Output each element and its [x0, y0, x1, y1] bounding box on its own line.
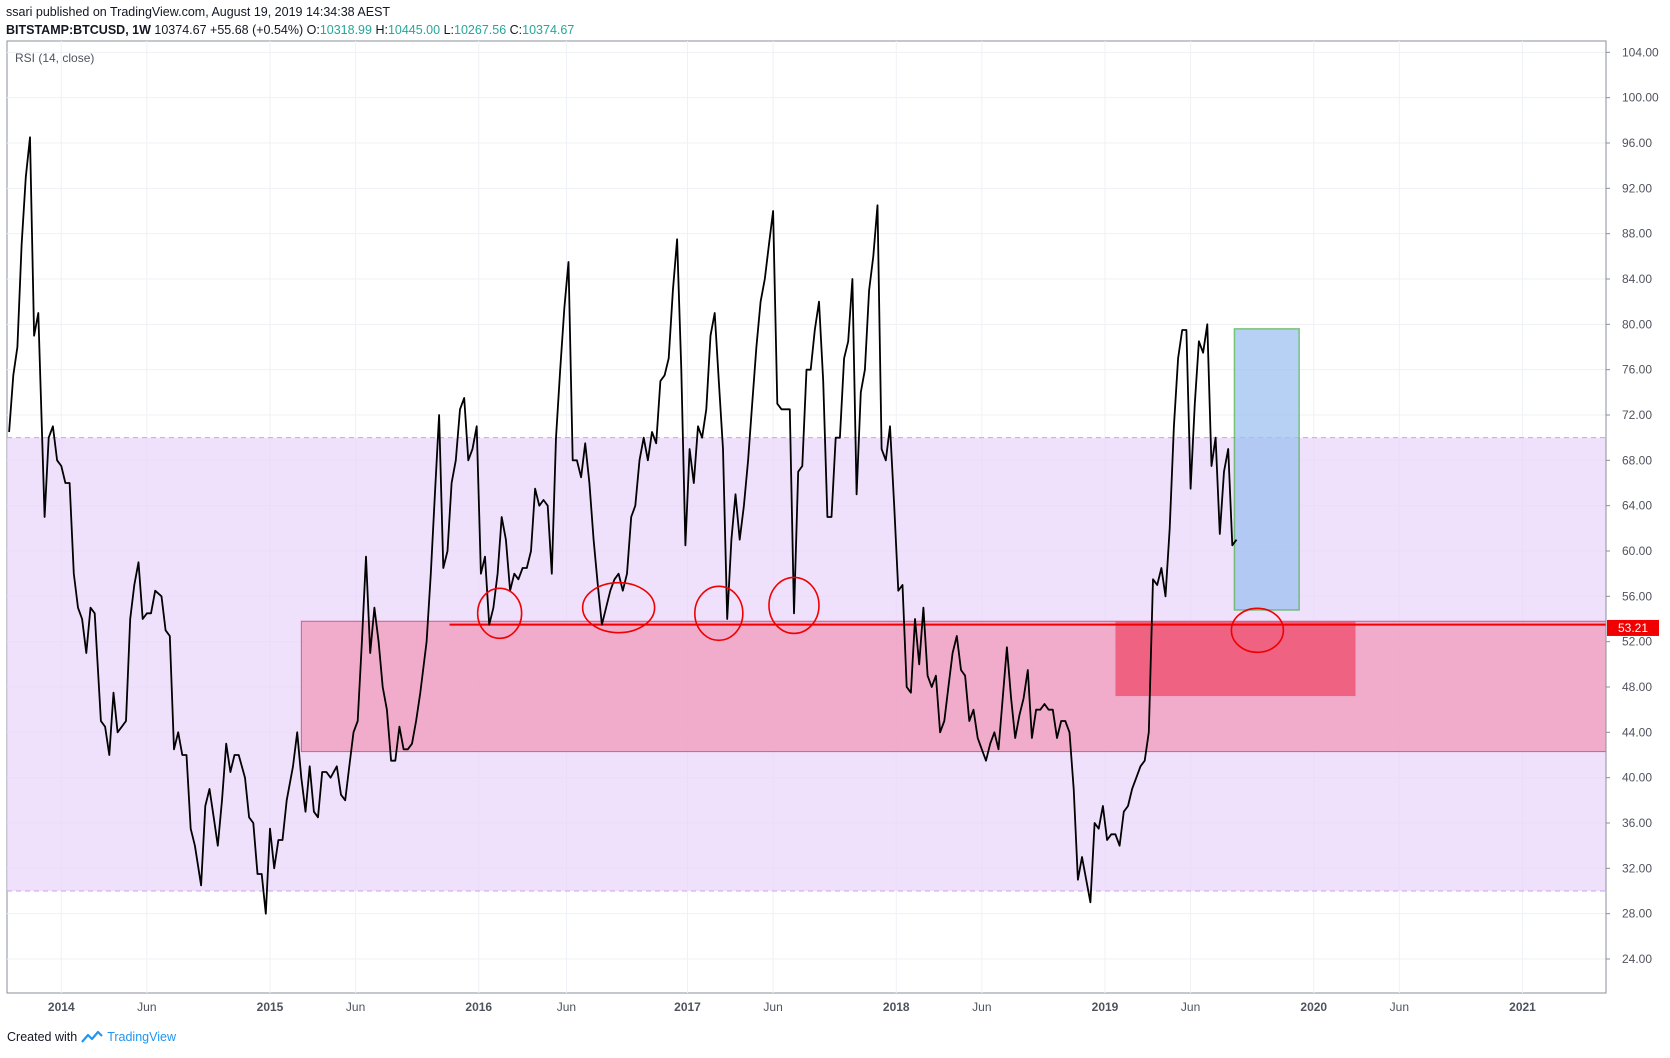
created-with-label: Created with [7, 1030, 78, 1044]
circle-annotation [581, 581, 656, 634]
y-tick-label: 64.00 [1622, 499, 1652, 513]
x-tick-label: 2020 [1300, 1000, 1327, 1014]
y-tick-label: 44.00 [1622, 725, 1652, 739]
footer: Created with TradingView [7, 1030, 176, 1044]
y-tick-label: 100.00 [1622, 91, 1659, 105]
y-tick-label: 96.00 [1622, 136, 1652, 150]
y-tick-label: 104.00 [1622, 45, 1659, 59]
y-tick-label: 56.00 [1622, 589, 1652, 603]
publish-info: ssari published on TradingView.com, Augu… [6, 5, 391, 19]
x-tick-label: Jun [763, 1000, 782, 1014]
x-tick-label: Jun [557, 1000, 576, 1014]
support-zone [300, 620, 1607, 753]
tradingview-brand[interactable]: TradingView [107, 1030, 176, 1044]
open-value: 10318.99 [319, 23, 372, 37]
y-tick-label: 68.00 [1622, 453, 1652, 467]
close-label: C: [509, 23, 523, 37]
tradingview-logo-icon [81, 1030, 103, 1043]
x-tick-label: 2017 [674, 1000, 701, 1014]
y-tick-label: 92.00 [1622, 181, 1652, 195]
circle-annotation [1230, 607, 1285, 654]
y-tick-label: 60.00 [1622, 544, 1652, 558]
last-value-label: 53.21 [1618, 621, 1648, 635]
high-value: 10445.00 [387, 23, 441, 37]
highlight-zone [1115, 621, 1356, 697]
close-value: 10374.67 [522, 23, 575, 37]
x-tick-label: 2016 [465, 1000, 492, 1014]
x-tick-label: 2019 [1092, 1000, 1119, 1014]
x-tick-label: Jun [1390, 1000, 1409, 1014]
x-tick-label: Jun [346, 1000, 365, 1014]
x-tick-label: 2014 [48, 1000, 75, 1014]
y-tick-label: 36.00 [1622, 816, 1652, 830]
y-tick-label: 76.00 [1622, 363, 1652, 377]
x-tick-label: 2015 [257, 1000, 284, 1014]
low-label: L: [443, 23, 455, 37]
y-tick-label: 28.00 [1622, 907, 1652, 921]
indicator-label: RSI (14, close) [15, 51, 95, 65]
circle-annotation [768, 576, 820, 635]
publish-line: ssari published on TradingView.com, Augu… [6, 3, 574, 21]
x-tick-label: 2018 [883, 1000, 910, 1014]
y-tick-label: 48.00 [1622, 680, 1652, 694]
x-tick-label: Jun [137, 1000, 156, 1014]
x-tick-label: Jun [1181, 1000, 1200, 1014]
y-tick-label: 80.00 [1622, 317, 1652, 331]
y-tick-label: 72.00 [1622, 408, 1652, 422]
target-box [1233, 328, 1300, 611]
y-tick-label: 88.00 [1622, 227, 1652, 241]
low-value: 10267.56 [454, 23, 507, 37]
ohlc-line: BITSTAMP:BTCUSD, 1W 10374.67 +55.68 (+0.… [6, 21, 574, 39]
y-tick-label: 40.00 [1622, 771, 1652, 785]
x-tick-label: 2021 [1509, 1000, 1536, 1014]
y-tick-label: 32.00 [1622, 861, 1652, 875]
open-label: O: [306, 23, 320, 37]
last-price: 10374.67 [154, 23, 207, 37]
high-label: H: [375, 23, 388, 37]
chart-header: ssari published on TradingView.com, Augu… [6, 3, 574, 39]
y-tick-label: 52.00 [1622, 635, 1652, 649]
y-tick-label: 84.00 [1622, 272, 1652, 286]
circle-annotation [694, 585, 744, 642]
price-change: +55.68 (+0.54%) [210, 23, 304, 37]
symbol-label: BITSTAMP:BTCUSD, 1W [6, 23, 151, 37]
y-tick-label: 24.00 [1622, 952, 1652, 966]
rsi-line [8, 136, 1238, 915]
circle-annotation [476, 587, 523, 640]
last-value-tag [1607, 619, 1659, 636]
x-tick-label: Jun [972, 1000, 991, 1014]
